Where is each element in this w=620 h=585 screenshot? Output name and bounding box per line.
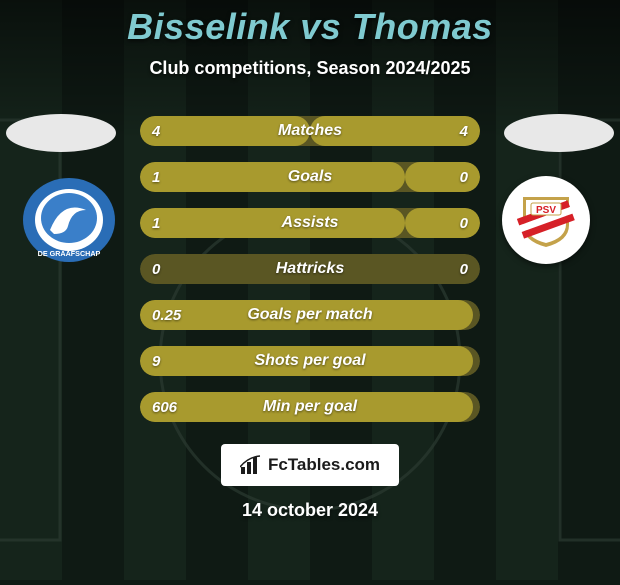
stat-label: Goals bbox=[140, 162, 480, 192]
stat-row: 10Goals bbox=[140, 162, 480, 192]
stat-label: Goals per match bbox=[140, 300, 480, 330]
fctables-watermark: FcTables.com bbox=[221, 444, 399, 486]
page-subtitle: Club competitions, Season 2024/2025 bbox=[0, 58, 620, 79]
stat-row: 0.25Goals per match bbox=[140, 300, 480, 330]
page-title: Bisselink vs Thomas bbox=[0, 0, 620, 48]
stat-label: Matches bbox=[140, 116, 480, 146]
stat-label: Assists bbox=[140, 208, 480, 238]
stat-row: 10Assists bbox=[140, 208, 480, 238]
stat-row: 00Hattricks bbox=[140, 254, 480, 284]
stat-row: 9Shots per goal bbox=[140, 346, 480, 376]
bar-chart-icon bbox=[240, 455, 262, 475]
stats-list: 44Matches 10Goals 10Assists 00Hattricks 0.25… bbox=[0, 116, 620, 438]
date-text: 14 october 2024 bbox=[0, 500, 620, 521]
stat-label: Min per goal bbox=[140, 392, 480, 422]
stat-label: Shots per goal bbox=[140, 346, 480, 376]
stat-row: 606Min per goal bbox=[140, 392, 480, 422]
stat-label: Hattricks bbox=[140, 254, 480, 284]
watermark-text: FcTables.com bbox=[268, 455, 380, 475]
stat-row: 44Matches bbox=[140, 116, 480, 146]
